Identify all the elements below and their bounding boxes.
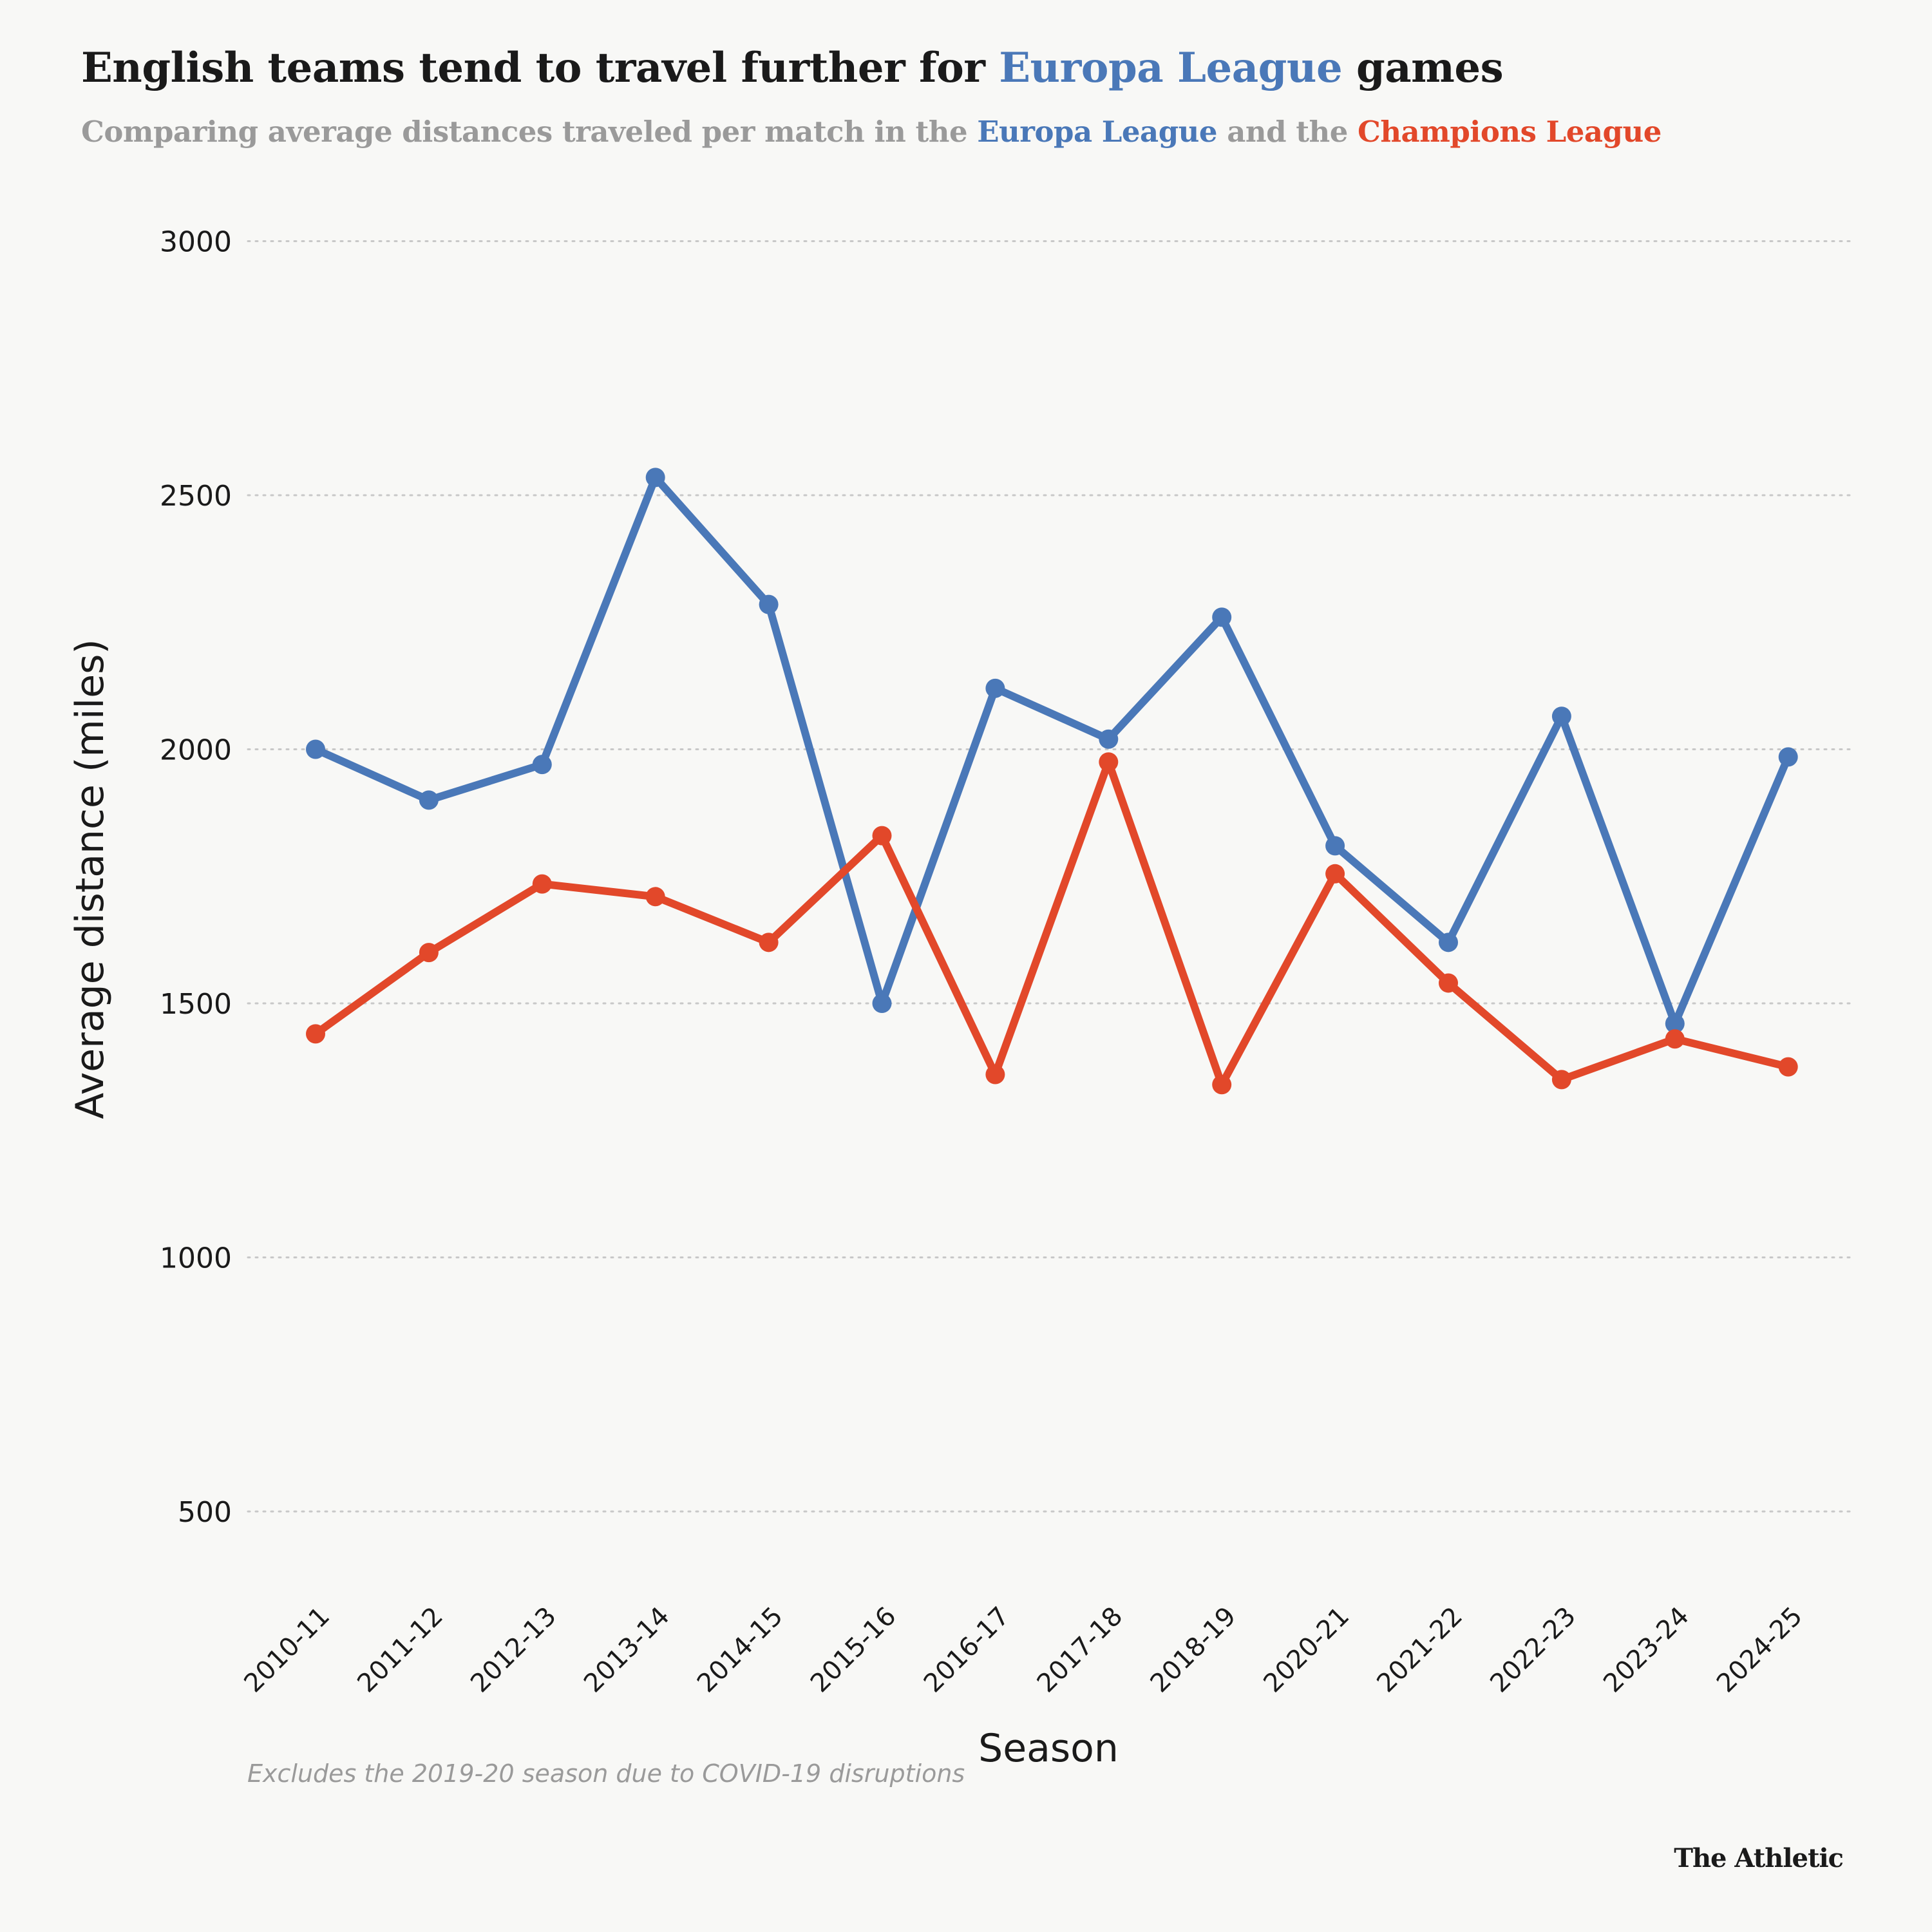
series-line-europa-league <box>312 473 1792 1028</box>
subtitle-prefix: Comparing average distances traveled per… <box>81 115 978 149</box>
x-tick-label: 2017-18 <box>1032 1602 1129 1699</box>
data-point <box>306 1024 325 1044</box>
x-tick-label: 2022-23 <box>1484 1602 1582 1699</box>
x-axis-title: Season <box>978 1726 1119 1771</box>
data-point <box>1551 1070 1571 1090</box>
subtitle-europa-legend: Europa League <box>977 115 1218 149</box>
data-point <box>1325 864 1345 884</box>
data-point <box>1665 1014 1685 1034</box>
data-point <box>985 678 1005 698</box>
y-tick-label: 2000 <box>160 734 232 767</box>
data-point <box>1325 836 1345 856</box>
series-champions-league <box>306 752 1798 1095</box>
y-tick-label: 3000 <box>160 226 232 259</box>
brand-logo: The Athletic <box>1674 1843 1844 1873</box>
x-tick-label: 2010-11 <box>238 1602 336 1699</box>
y-tick-label: 1500 <box>160 988 232 1021</box>
data-point <box>759 594 779 614</box>
x-tick-label: 2012-13 <box>465 1602 562 1699</box>
y-axis-ticks: 500 1000 1500 2000 2500 3000 <box>160 226 232 1530</box>
x-tick-label: 2013-14 <box>578 1602 676 1699</box>
subtitle-champions-legend: Champions League <box>1358 115 1662 149</box>
y-tick-label: 2500 <box>160 480 232 513</box>
data-point <box>1439 933 1458 952</box>
data-point <box>419 790 439 810</box>
title-prefix: English teams tend to travel further for <box>81 44 999 92</box>
data-point <box>1212 1075 1232 1095</box>
data-point <box>1665 1029 1685 1049</box>
data-point <box>645 468 665 488</box>
series-lines <box>306 468 1798 1095</box>
chart-title: English teams tend to travel further for… <box>81 44 1504 92</box>
data-point <box>759 933 779 952</box>
data-point <box>1099 729 1119 749</box>
data-point <box>306 739 325 759</box>
title-europa-highlight: Europa League <box>999 44 1343 92</box>
title-suffix: games <box>1342 44 1504 92</box>
x-tick-label: 2014-15 <box>692 1602 789 1699</box>
data-point <box>1778 747 1798 767</box>
x-tick-label: 2018-19 <box>1145 1602 1242 1699</box>
data-point <box>985 1065 1005 1084</box>
data-point <box>1099 752 1119 772</box>
subtitle-middle: and the <box>1217 115 1358 149</box>
data-point <box>1439 973 1458 993</box>
series-europa-league <box>306 468 1798 1034</box>
series-line-champions-league <box>312 758 1792 1089</box>
data-point <box>1778 1057 1798 1077</box>
y-tick-label: 500 <box>178 1496 232 1529</box>
data-point <box>872 826 892 846</box>
footnote: Excludes the 2019-20 season due to COVID… <box>247 1759 965 1788</box>
chart-subtitle: Comparing average distances traveled per… <box>81 115 1662 149</box>
x-tick-label: 2016-17 <box>918 1602 1016 1699</box>
data-point <box>419 943 439 963</box>
data-point <box>1551 706 1571 726</box>
x-axis-ticks: 2010-11 2011-12 2012-13 2013-14 2014-15 2015-… <box>238 1602 1808 1699</box>
data-point <box>1212 607 1232 627</box>
x-tick-label: 2024-25 <box>1711 1602 1808 1699</box>
x-tick-label: 2015-16 <box>805 1602 902 1699</box>
y-axis-title: Average distance (miles) <box>68 639 113 1119</box>
data-point <box>532 755 552 775</box>
data-point <box>645 887 665 907</box>
x-tick-label: 2020-21 <box>1258 1602 1355 1699</box>
data-point <box>532 874 552 894</box>
y-tick-label: 1000 <box>160 1242 232 1275</box>
x-tick-label: 2011-12 <box>352 1602 449 1699</box>
x-tick-label: 2023-24 <box>1598 1602 1695 1699</box>
gridlines <box>247 240 1856 1513</box>
data-point <box>872 994 892 1013</box>
x-tick-label: 2021-22 <box>1371 1602 1468 1699</box>
